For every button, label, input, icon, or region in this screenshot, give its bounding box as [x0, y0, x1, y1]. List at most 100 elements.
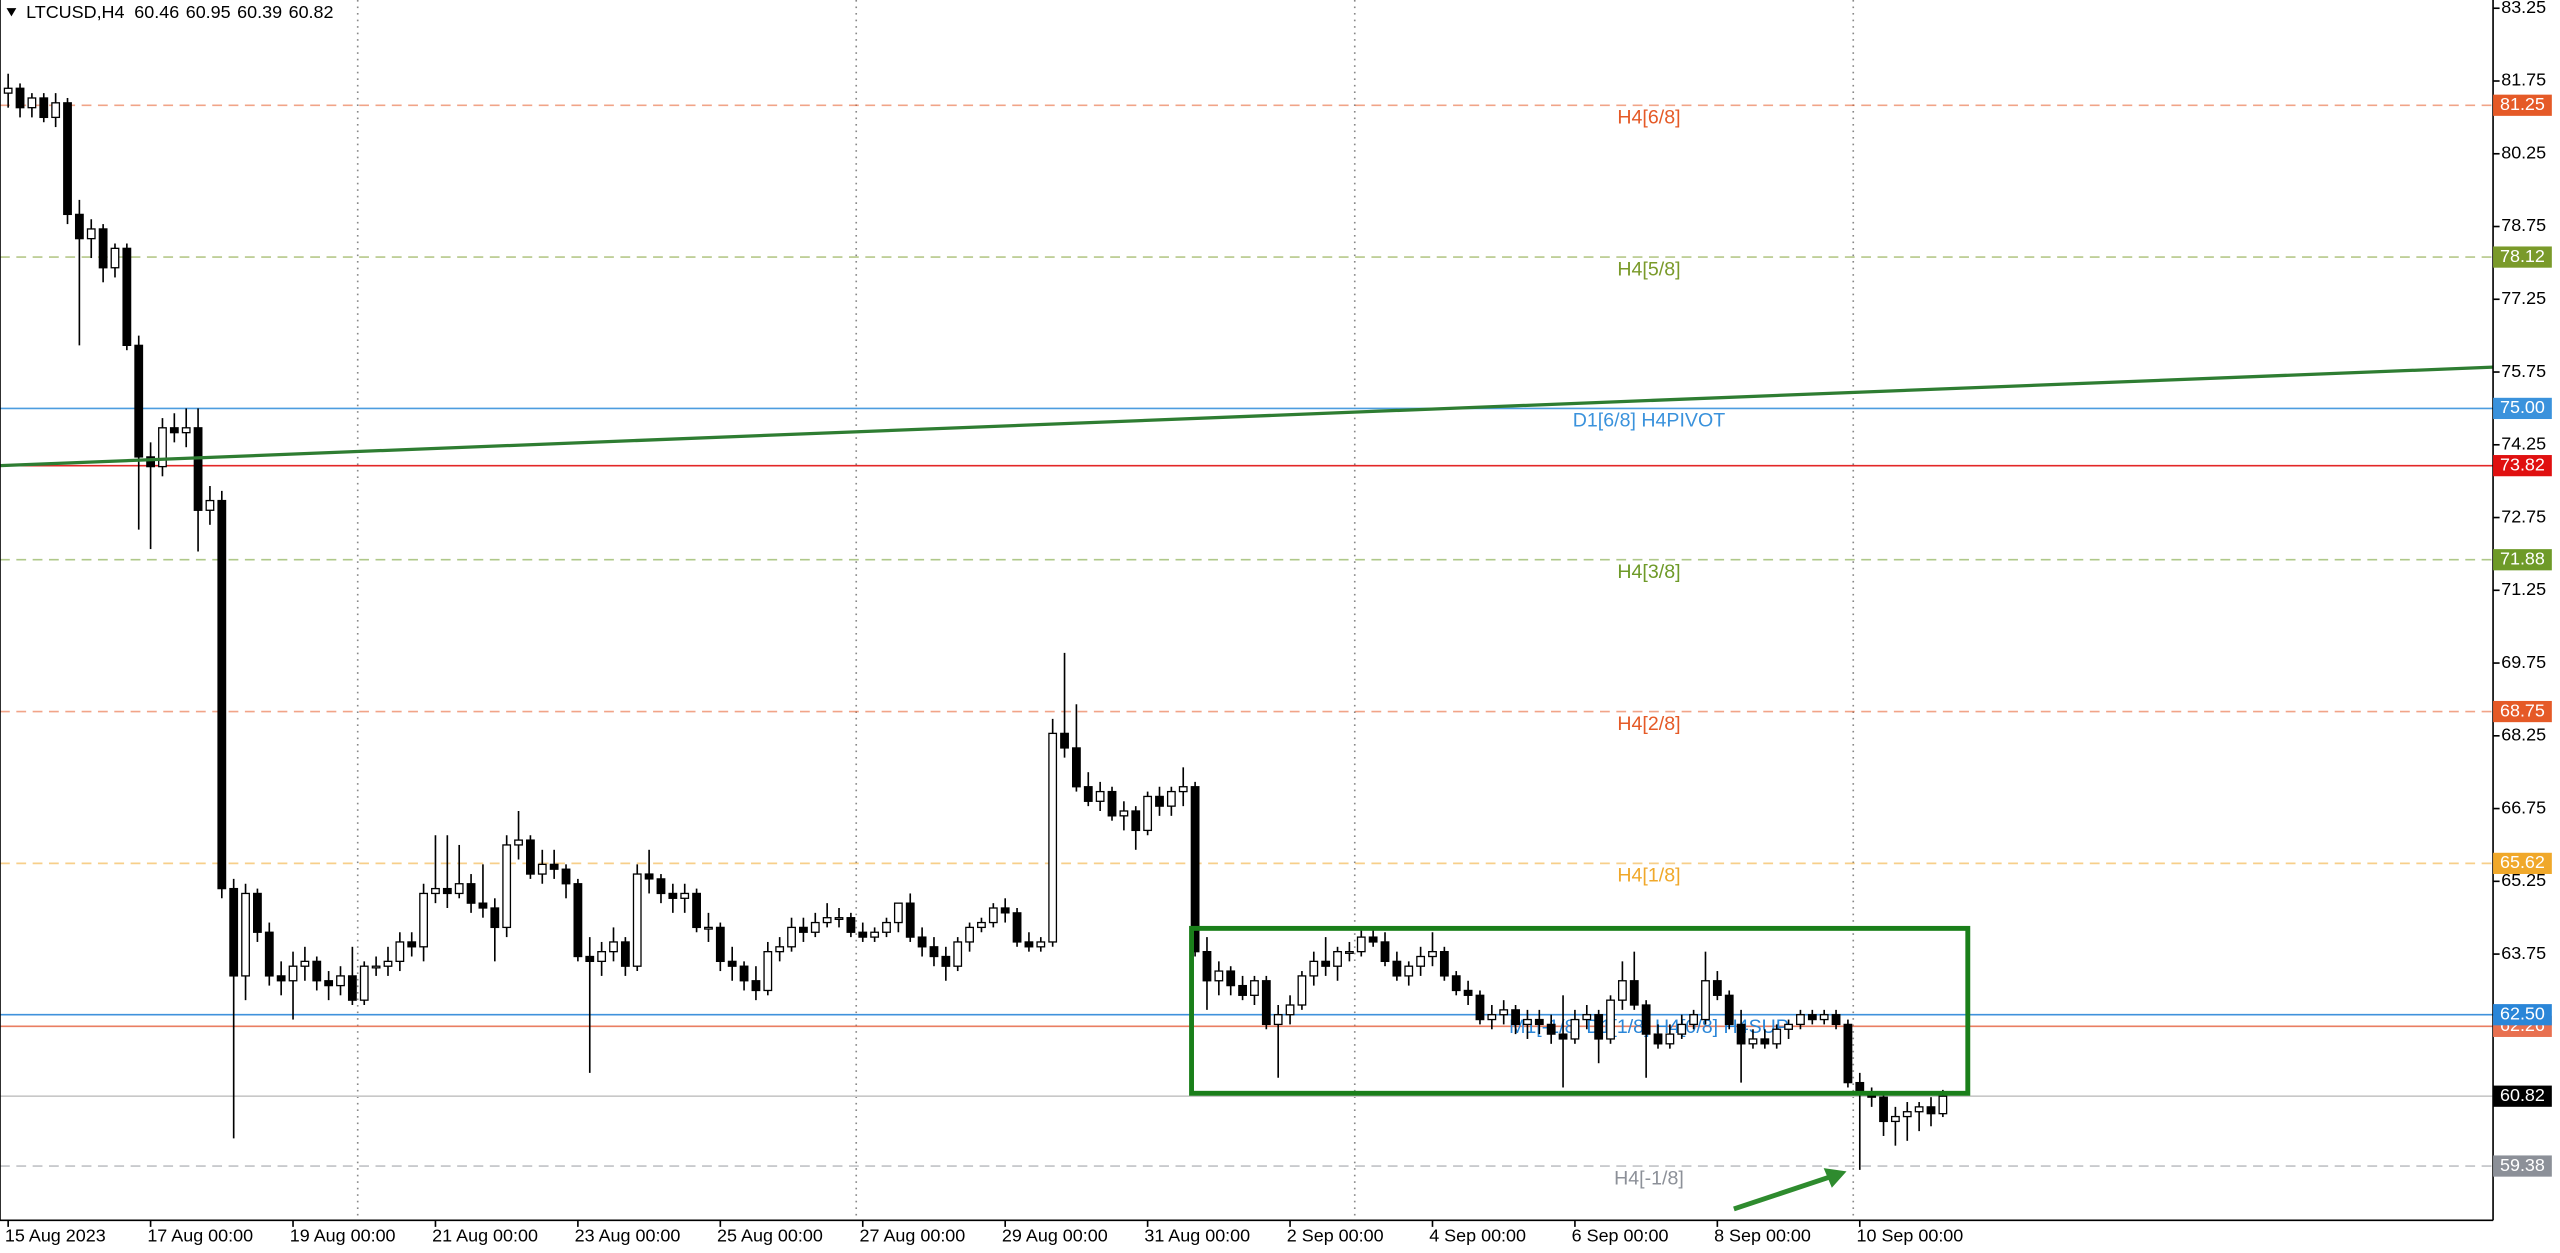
- candle-body: [632, 873, 642, 967]
- x-tick-label: 31 Aug 00:00: [1144, 1225, 1250, 1245]
- price-label: 65.62: [2500, 852, 2545, 872]
- candle-body: [1072, 747, 1081, 788]
- candle-body: [181, 427, 191, 434]
- candle-body: [1297, 975, 1307, 1006]
- candle-body: [442, 887, 452, 895]
- candle-body: [169, 427, 179, 434]
- symbol-menu-icon[interactable]: [6, 8, 17, 17]
- candle-body: [1629, 980, 1639, 1006]
- candle-body: [253, 892, 262, 933]
- candle-body: [929, 946, 939, 958]
- price-label-box: [2493, 852, 2552, 874]
- candle-body: [1416, 955, 1426, 967]
- levels-layer: H4[6/8] H4[5/8] D1[6/8] H4PIVOT H4[3/8] H4[2…: [0, 104, 2494, 1189]
- open-price: 60.46: [134, 2, 179, 22]
- y-tick-label: 75.75: [2501, 361, 2546, 381]
- candle-body: [1451, 975, 1461, 992]
- current-price-label: 60.82: [2500, 1085, 2545, 1105]
- candle-body: [1641, 1004, 1651, 1035]
- y-tick-label: 74.25: [2501, 434, 2546, 454]
- candle-body: [514, 839, 523, 846]
- candle-body: [799, 926, 808, 933]
- price-label-box: [2493, 700, 2552, 723]
- candle-body: [1582, 1014, 1592, 1021]
- x-tick-label: 17 Aug 00:00: [147, 1225, 253, 1245]
- candle-body: [86, 228, 96, 240]
- candle-body: [134, 344, 144, 458]
- candle-body: [988, 907, 998, 924]
- price-label-box: [2493, 397, 2552, 420]
- price-label-box: [2493, 94, 2552, 116]
- candle-body: [846, 917, 856, 933]
- candle-body: [490, 907, 500, 929]
- candle-body: [1036, 941, 1046, 948]
- candle-body: [965, 926, 974, 943]
- candle-body: [1784, 1023, 1793, 1030]
- candle-body: [1048, 732, 1058, 943]
- x-tick-label: 23 Aug 00:00: [575, 1225, 681, 1245]
- candle-body: [1107, 790, 1117, 817]
- candle-body: [882, 921, 891, 933]
- candle-body: [834, 917, 844, 920]
- candle-body: [1119, 810, 1129, 817]
- candle-body: [1012, 912, 1022, 943]
- candle-body: [193, 427, 203, 511]
- candle-body: [537, 863, 547, 875]
- level-label: H4[3/8]: [1617, 561, 1680, 583]
- range-box: [1189, 925, 1971, 1096]
- candle-body: [122, 247, 132, 347]
- candle-body: [668, 892, 678, 899]
- candle-body: [917, 936, 927, 948]
- candle-body: [1748, 1038, 1758, 1045]
- candle-body: [276, 975, 286, 982]
- candle-body: [751, 980, 761, 992]
- candle-body: [1226, 970, 1236, 987]
- candle-body: [466, 883, 476, 904]
- candle-body: [1166, 790, 1176, 807]
- y-tick-label: 78.75: [2501, 215, 2546, 235]
- candle-body: [502, 844, 512, 929]
- candle-body: [1523, 1018, 1532, 1026]
- candle-body: [1831, 1014, 1841, 1026]
- price-label-box: [2493, 1155, 2552, 1177]
- candle-body: [692, 892, 701, 929]
- y-tick-label: 68.25: [2501, 725, 2546, 745]
- candle-body: [347, 975, 357, 1001]
- candle-body: [715, 926, 725, 963]
- candle-body: [1333, 951, 1342, 967]
- candle-body: [407, 941, 417, 948]
- candle-body: [1131, 810, 1141, 832]
- overlay-layer: [0, 365, 2494, 1096]
- candle-body: [324, 980, 334, 987]
- y-tick-label: 65.25: [2501, 870, 2546, 890]
- axis-layer: 15 Aug 2023 17 Aug 00:00 19 Aug 00:00 21 Au…: [5, 0, 2552, 1245]
- candle-body: [1902, 1111, 1912, 1118]
- grid-layer: [356, 0, 1855, 1221]
- candle-body: [1261, 980, 1271, 1026]
- level-label: D1[6/8] H4PIVOT: [1573, 410, 1725, 432]
- candle-body: [656, 878, 666, 895]
- candle-body: [15, 87, 25, 109]
- price-label: 59.38: [2500, 1155, 2545, 1175]
- level-label: H4[6/8]: [1617, 106, 1680, 128]
- price-label-box: [2493, 455, 2552, 477]
- high-price: 60.95: [186, 2, 231, 22]
- y-tick-label: 83.25: [2501, 0, 2546, 17]
- candle-body: [775, 946, 785, 953]
- candle-body: [597, 951, 607, 963]
- candle-body: [371, 965, 381, 969]
- level-label: H4[5/8]: [1617, 258, 1680, 280]
- y-tick-label: 69.75: [2501, 652, 2546, 672]
- candles-layer: [3, 73, 1948, 1170]
- price-label-box: [2493, 549, 2552, 571]
- x-tick-label: 15 Aug 2023: [5, 1225, 106, 1245]
- price-label: 75.00: [2500, 397, 2545, 417]
- candle-body: [1546, 1023, 1556, 1035]
- candle-body: [1344, 951, 1354, 954]
- candle-body: [1475, 994, 1485, 1021]
- candle-body: [620, 941, 630, 967]
- candle-body: [241, 892, 250, 977]
- candle-body: [1558, 1033, 1568, 1040]
- candle-body: [1428, 951, 1437, 958]
